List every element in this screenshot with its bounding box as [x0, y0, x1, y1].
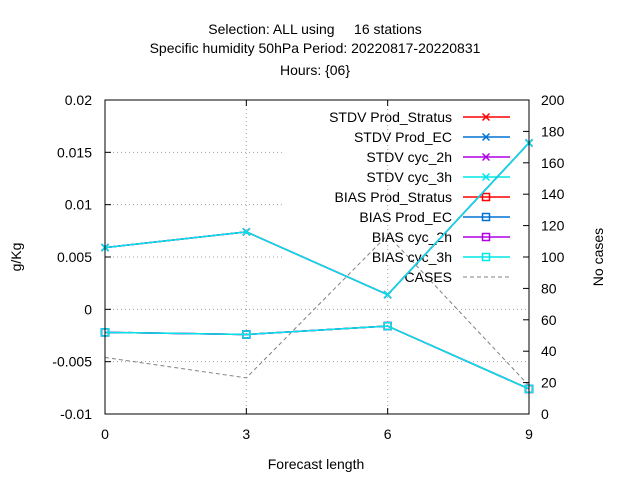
- series-stdv-prod-ec: [100, 138, 534, 299]
- y-tick-label: 0.015: [57, 144, 92, 160]
- legend-marker-bias-cyc-2h: [481, 232, 491, 242]
- y2-tick-label: 60: [541, 312, 557, 328]
- marker-stroke: [383, 290, 392, 299]
- y-tick-label: 0.01: [65, 197, 92, 213]
- legend-label-bias-prod-stratus: BIAS Prod_Stratus: [334, 189, 452, 205]
- series-cases: [104, 234, 530, 387]
- legend-label-stdv-cyc-3h: STDV cyc_3h: [366, 169, 452, 185]
- y-tick-label: 0: [84, 301, 92, 317]
- y2-tick-label: 20: [541, 375, 557, 391]
- series-stdv-cyc-2h: [100, 138, 534, 299]
- y2-tick-label: 180: [541, 123, 565, 139]
- y2-tick-label: 120: [541, 218, 565, 234]
- legend-label-bias-cyc-2h: BIAS cyc_2h: [372, 229, 452, 245]
- legend-marker-stdv-cyc-3h: [481, 172, 491, 182]
- legend-marker-bias-cyc-3h: [481, 252, 491, 262]
- legend-marker-bias-prod-ec: [481, 212, 491, 222]
- legend-label-bias-prod-ec: BIAS Prod_EC: [359, 209, 452, 225]
- marker-stroke: [481, 112, 491, 122]
- x-tick-label: 6: [384, 426, 392, 442]
- marker-stroke: [242, 227, 251, 236]
- y2-tick-label: 0: [541, 406, 549, 422]
- y-tick-label: 0.02: [65, 92, 92, 108]
- title-line-3: Hours: {06}: [280, 62, 350, 78]
- series-layer: [100, 138, 534, 394]
- legend-label-stdv-prod-stratus: STDV Prod_Stratus: [329, 109, 452, 125]
- x-axis-label: Forecast length: [268, 456, 365, 472]
- title-line-2: Specific humidity 50hPa Period: 20220817…: [150, 40, 481, 56]
- series-line-stdv-cyc-2h: [104, 142, 530, 296]
- cases-layer: [104, 234, 530, 387]
- legend-label-stdv-prod-ec: STDV Prod_EC: [354, 129, 452, 145]
- marker-stroke: [481, 152, 491, 162]
- series-bias-cyc-3h: [100, 321, 534, 394]
- chart-title: Selection: ALL using 16 stations Specifi…: [150, 21, 481, 78]
- y-axis-label: g/Kg: [8, 243, 24, 272]
- legend-marker-bias-prod-stratus: [481, 192, 491, 202]
- y2-tick-label: 80: [541, 280, 557, 296]
- title-line-1: Selection: ALL using 16 stations: [208, 21, 422, 37]
- series-line-bias-cyc-2h: [104, 325, 530, 390]
- data-point-bias-cyc-3h: [383, 321, 392, 331]
- marker-stroke: [481, 132, 491, 142]
- series-stdv-cyc-3h: [100, 138, 534, 299]
- y-tick-label: 0.005: [57, 249, 92, 265]
- x-tick-label: 9: [525, 426, 533, 442]
- y-tick-label: -0.005: [52, 354, 92, 370]
- grid: [105, 100, 529, 414]
- series-line-stdv-prod-ec: [104, 142, 530, 296]
- legend-label-bias-cyc-3h: BIAS cyc_3h: [372, 249, 452, 265]
- y2-tick-label: 200: [541, 92, 565, 108]
- series-line-bias-cyc-3h: [104, 325, 530, 390]
- y2-tick-label: 40: [541, 343, 557, 359]
- series-stdv-prod-stratus: [100, 138, 534, 299]
- legend-label-stdv-cyc-2h: STDV cyc_2h: [366, 149, 452, 165]
- data-point-bias-cyc-3h: [242, 330, 251, 339]
- y2-tick-label: 140: [541, 186, 565, 202]
- series-line-stdv-prod-stratus: [104, 142, 530, 296]
- y2-tick-label: 100: [541, 249, 565, 265]
- x-tick-label: 0: [101, 426, 109, 442]
- legend: STDV Prod_Stratus STDV Prod_EC STDV cyc_2h…: [329, 109, 510, 285]
- legend-marker-stdv-cyc-2h: [481, 152, 491, 162]
- data-point-stdv-cyc-3h: [383, 290, 392, 299]
- legend-label-cases: CASES: [405, 269, 452, 285]
- marker-stroke: [481, 172, 491, 182]
- series-line-stdv-cyc-3h: [104, 142, 530, 296]
- x-tick-label: 3: [242, 426, 250, 442]
- y2-tick-label: 160: [541, 155, 565, 171]
- y2-axis-label: No cases: [590, 228, 606, 286]
- series-line-bias-prod-stratus: [104, 325, 530, 390]
- series-line-bias-prod-ec: [104, 325, 530, 390]
- axes: 0 3 6 9 -0.01 -0.005 0 0.005 0.01 0.015 0.02 0 20 40 6…: [52, 92, 564, 442]
- series-line-cases: [104, 234, 530, 387]
- legend-marker-stdv-prod-stratus: [481, 112, 491, 122]
- y-tick-label: -0.01: [60, 406, 92, 422]
- data-point-stdv-cyc-3h: [242, 227, 251, 236]
- legend-marker-stdv-prod-ec: [481, 132, 491, 142]
